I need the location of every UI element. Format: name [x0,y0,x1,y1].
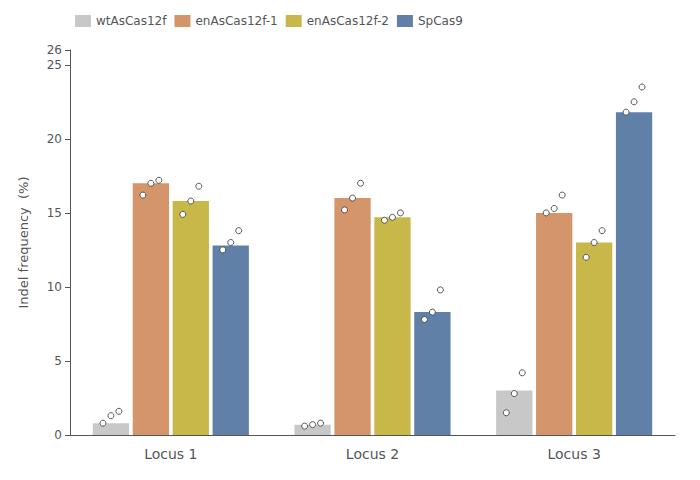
svg-text:SpCas9: SpCas9 [418,14,463,28]
svg-text:Locus 3: Locus 3 [547,446,600,462]
svg-text:wtAsCas12f: wtAsCas12f [96,14,167,28]
svg-text:enAsCas12f-1: enAsCas12f-1 [195,14,277,28]
svg-text:enAsCas12f-2: enAsCas12f-2 [307,14,389,28]
svg-text:25: 25 [47,58,62,72]
svg-text:10: 10 [47,280,62,294]
svg-text:15: 15 [47,206,62,220]
svg-text:Indel frequency (%): Indel frequency (%) [16,176,31,308]
svg-text:20: 20 [47,132,62,146]
svg-text:26: 26 [47,43,62,57]
svg-text:0: 0 [54,428,62,442]
svg-text:5: 5 [54,354,62,368]
svg-text:Locus 2: Locus 2 [346,446,399,462]
svg-text:Locus 1: Locus 1 [144,446,197,462]
